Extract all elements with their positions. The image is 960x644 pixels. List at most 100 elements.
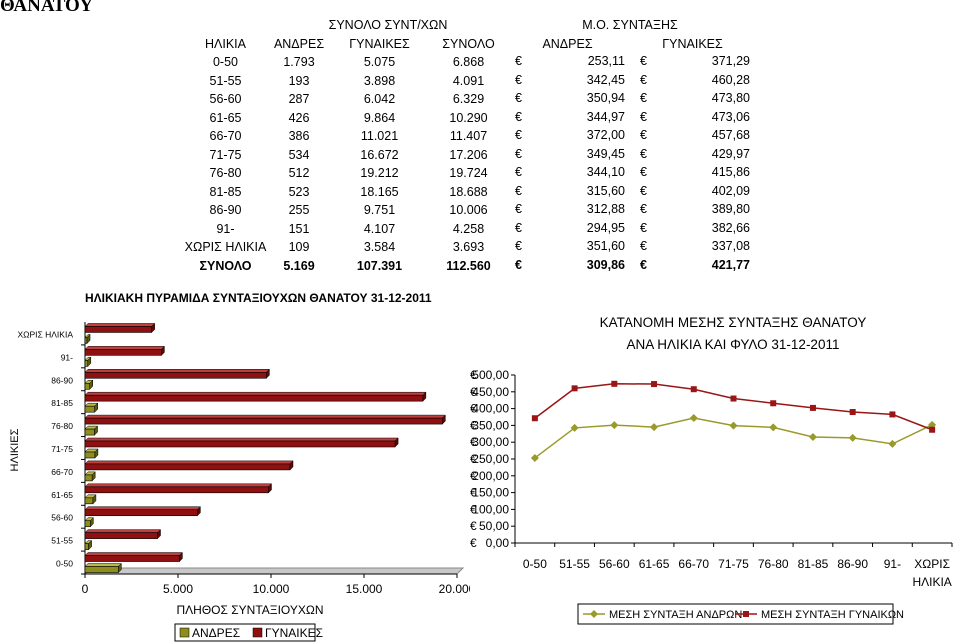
legend-swatch-men [179, 627, 190, 638]
avg-men-cell: €342,45 [505, 72, 630, 91]
table-row: 86-90 255 9.751 10.006 €312,88 €389,80 [180, 201, 755, 220]
euro-value: 460,28 [711, 72, 750, 87]
y-tick-label: 150,00 [472, 486, 509, 500]
bar-women [84, 509, 198, 517]
avg-men-cell: €312,88 [505, 201, 630, 220]
x-tick-label: 76-80 [758, 557, 789, 571]
table-row: 66-70 386 11.021 11.407 €372,00 €457,68 [180, 127, 755, 146]
column-header: ΗΛΙΚΙΑ [205, 36, 246, 51]
euro-symbol: € [640, 146, 647, 161]
y-tick-label: 86-90 [51, 375, 73, 385]
point-men [650, 423, 659, 432]
avg-men-cell: €372,00 [505, 127, 630, 146]
bar-top-women [84, 391, 427, 396]
x-tick-label: 56-60 [599, 557, 630, 571]
euro-value: 253,11 [587, 54, 625, 68]
y-tick-label: 350,00 [472, 418, 509, 432]
bar-women [84, 371, 267, 379]
point-men [610, 421, 619, 430]
y-axis-label: ΗΛΙΚΙΕΣ [9, 428, 21, 471]
y-tick-currency: € [470, 469, 477, 483]
euro-value: 309,86 [586, 257, 625, 272]
table-row: 56-60 287 6.042 6.329 €350,94 €473,80 [180, 90, 755, 109]
men-count-cell: 193 [288, 73, 310, 88]
point-men [689, 414, 698, 423]
euro-value: 342,45 [586, 72, 625, 87]
legend-marker-men [590, 610, 598, 618]
women-count-cell: 16.672 [360, 147, 399, 162]
euro-symbol: € [515, 183, 522, 198]
women-count-cell: 18.165 [360, 184, 399, 199]
point-women [929, 426, 936, 433]
y-tick-label: 500,00 [472, 368, 509, 382]
bar-side-men [94, 448, 99, 459]
total-count-cell: 10.006 [449, 203, 488, 218]
summary-table: ΣΥΝΟΛΟ ΣΥΝΤ/ΧΩΝ Μ.Ο. ΣΥΝΤΑΞΗΣ ΗΛΙΚΙΑ ΑΝΔΡΕΣ… [180, 16, 755, 275]
point-men [530, 453, 539, 462]
point-women [730, 395, 737, 402]
y-tick-currency: € [470, 435, 477, 449]
euro-symbol: € [640, 239, 647, 253]
euro-symbol: € [640, 220, 647, 235]
age-cell: 51-55 [209, 73, 242, 88]
blank-cell [180, 16, 271, 35]
bar-women [84, 555, 180, 562]
group-header-totals: ΣΥΝΟΛΟ ΣΥΝΤ/ΧΩΝ [328, 18, 448, 33]
column-header-row: ΗΛΙΚΙΑ ΑΝΔΡΕΣ ΓΥΝΑΙΚΕΣ ΣΥΝΟΛΟ ΑΝΔΡΕΣ ΓΥΝΑΙΚΕΣ [180, 35, 755, 54]
age-cell: ΧΩΡΙΣ ΗΛΙΚΙΑ [184, 240, 267, 255]
avg-women-cell: €389,80 [630, 201, 755, 220]
avg-women-cell: €337,08 [630, 238, 755, 257]
x-tick-label: 10.000 [253, 582, 290, 596]
legend-label-women: ΜΕΣΗ ΣΥΝΤΑΞΗ ΓΥΝΑΙΚΩΝ [761, 609, 904, 621]
euro-value: 315,60 [586, 183, 625, 198]
y-tick-label: ΧΩΡΙΣ ΗΛΙΚΙΑ [17, 329, 73, 339]
y-tick-currency: € [470, 536, 477, 550]
chart-title-line-2: ΑΝΑ ΗΛΙΚΙΑ ΚΑΙ ΦΥΛΟ 31-12-2011 [627, 337, 840, 352]
bar-men [84, 360, 89, 367]
men-count-cell: 151 [288, 221, 310, 236]
x-axis-label: ΠΛΗΘΟΣ ΣΥΝΤΑΞΙΟΥΧΩΝ [176, 603, 323, 617]
avg-women-cell: €371,29 [630, 53, 755, 72]
avg-women-cell: €421,77 [630, 257, 755, 276]
x-tick-label: ΗΛΙΚΙΑ [912, 575, 951, 589]
avg-women-cell: €429,97 [630, 146, 755, 165]
y-tick-currency: € [470, 486, 477, 500]
table-row: 0-50 1.793 5.075 6.868 €253,11 €371,29 [180, 53, 755, 72]
bar-men [84, 337, 88, 344]
y-tick-label: 450,00 [472, 385, 509, 399]
age-cell: 81-85 [209, 184, 242, 199]
bar-side-women [197, 506, 201, 517]
men-count-cell: 255 [288, 203, 310, 218]
euro-value: 457,68 [711, 128, 750, 142]
total-count-cell: 18.688 [449, 184, 488, 199]
euro-symbol: € [640, 91, 647, 105]
x-tick-label: 20.000 [439, 582, 470, 596]
euro-value: 344,97 [586, 109, 625, 124]
euro-symbol: € [515, 257, 522, 272]
y-tick-label: 300,00 [472, 435, 509, 449]
bar-women [84, 349, 162, 356]
euro-symbol: € [515, 128, 522, 142]
euro-value: 312,88 [586, 202, 625, 216]
euro-value: 337,08 [711, 239, 750, 253]
men-count-cell: 109 [288, 240, 310, 255]
women-count-cell: 5.075 [363, 55, 396, 70]
point-women [690, 386, 697, 393]
bar-side-women [422, 391, 427, 402]
group-header-row: ΣΥΝΟΛΟ ΣΥΝΤ/ΧΩΝ Μ.Ο. ΣΥΝΤΑΞΗΣ [180, 16, 755, 35]
bar-side-men [118, 562, 122, 574]
point-women [531, 415, 538, 422]
y-tick-label: 400,00 [472, 402, 509, 416]
age-pyramid-chart: ΗΛΙΚΙΑΚΗ ΠΥΡΑΜΙΔΑ ΣΥΝΤΑΞΙΟΥΧΩΝ ΘΑΝΑΤΟΥ 3… [9, 291, 470, 642]
euro-value: 389,80 [711, 202, 750, 216]
y-tick-label: 66-70 [51, 467, 73, 477]
table-row: 76-80 512 19.212 19.724 €344,10 €415,86 [180, 164, 755, 183]
euro-value: 349,45 [586, 146, 625, 161]
column-header: ΓΥΝΑΙΚΕΣ [662, 36, 723, 51]
bar-top-women [84, 529, 162, 533]
women-count-cell: 9.864 [363, 110, 396, 125]
avg-men-cell: €315,60 [505, 183, 630, 202]
bar-women [84, 417, 443, 425]
bar-side-women [442, 414, 446, 425]
column-header: ΓΥΝΑΙΚΕΣ [349, 36, 410, 51]
